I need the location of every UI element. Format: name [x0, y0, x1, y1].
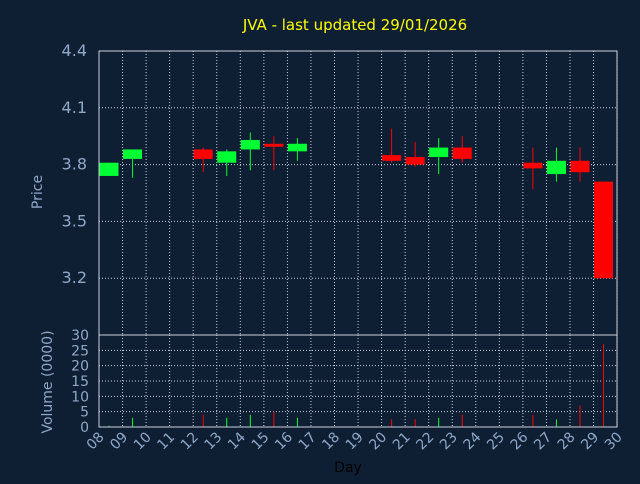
volume-tick-label: 30: [71, 328, 89, 344]
x-tick-label: 25: [484, 429, 508, 453]
volume-bars: [108, 344, 605, 427]
price-tick-label: 3.8: [62, 155, 87, 174]
price-tick-label: 3.2: [62, 268, 87, 287]
volume-tick-label: 15: [71, 374, 89, 390]
x-tick-label: 12: [178, 429, 202, 453]
x-tick-label: 17: [296, 429, 320, 453]
x-tick-label: 13: [201, 429, 225, 453]
volume-tick-label: 20: [71, 359, 89, 375]
candle-body: [405, 157, 425, 165]
candle-body: [287, 143, 307, 152]
candle-body: [523, 162, 543, 169]
candle-body: [99, 162, 119, 176]
candle-body: [594, 181, 614, 279]
x-tick-label: 10: [131, 429, 155, 453]
x-tick-label: 16: [272, 429, 296, 453]
candle-body: [193, 149, 213, 159]
x-axis-label: Day: [334, 460, 362, 476]
candle-body: [264, 143, 284, 147]
volume-axis-label: Volume (0000): [40, 330, 56, 433]
volume-tick-label: 25: [71, 343, 89, 359]
x-tick-label: 18: [319, 429, 343, 453]
candle-body: [570, 160, 590, 173]
x-tick-label: 11: [154, 429, 178, 453]
plot-frames: [98, 50, 618, 428]
candle-body: [217, 151, 237, 163]
x-tick-label: 28: [555, 429, 579, 453]
candle-body: [452, 147, 472, 159]
x-tick-label: 21: [390, 429, 414, 453]
candle-body: [382, 155, 402, 161]
x-tick-label: 24: [461, 429, 485, 453]
volume-tick-label: 0: [80, 420, 89, 436]
candles: [99, 128, 614, 279]
x-tick-label: 09: [107, 429, 131, 453]
price-tick-label: 4.4: [62, 41, 87, 60]
candle-body: [546, 160, 566, 175]
x-tick-label: 15: [249, 429, 273, 453]
x-tick-label: 29: [578, 429, 602, 453]
candle-body: [123, 149, 143, 159]
x-tick-label: 30: [602, 429, 626, 453]
price-tick-label: 3.5: [62, 211, 87, 230]
candle-body: [240, 139, 260, 150]
grid: [98, 50, 618, 428]
volume-plot-frame: [98, 334, 618, 428]
x-tick-label: 20: [366, 429, 390, 453]
volume-tick-label: 5: [80, 405, 89, 421]
price-tick-label: 4.1: [62, 98, 87, 117]
x-tick-label: 27: [531, 429, 555, 453]
chart-title: JVA - last updated 29/01/2026: [242, 16, 467, 34]
volume-tick-label: 10: [71, 389, 89, 405]
x-tick-label: 14: [225, 429, 249, 453]
price-axis-label: Price: [30, 175, 46, 209]
candle-body: [429, 147, 449, 158]
x-tick-label: 19: [343, 429, 367, 453]
x-tick-label: 23: [437, 429, 461, 453]
x-tick-label: 22: [413, 429, 437, 453]
x-tick-label: 26: [508, 429, 532, 453]
